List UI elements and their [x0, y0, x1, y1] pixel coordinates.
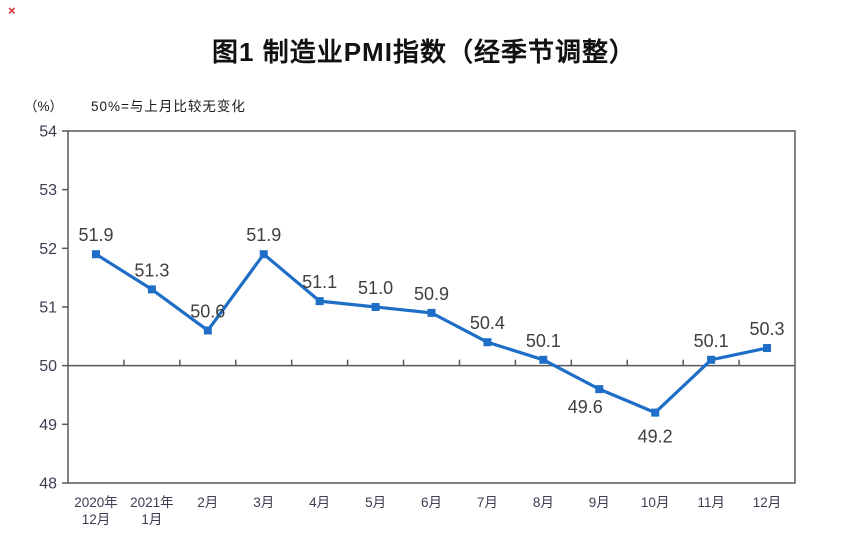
x-tick-label: 8月: [533, 495, 554, 510]
data-label: 50.1: [526, 331, 561, 351]
x-tick-label: 5月: [365, 495, 386, 510]
data-label: 50.3: [750, 319, 785, 339]
data-label: 51.3: [134, 260, 169, 280]
data-point-marker: [651, 408, 660, 417]
x-tick-label: 9月: [589, 495, 610, 510]
data-point-marker: [147, 285, 156, 294]
x-tick-label: 3月: [253, 495, 274, 510]
x-tick-label: 7月: [477, 495, 498, 510]
data-point-marker: [763, 344, 772, 353]
data-label: 49.6: [568, 397, 603, 417]
y-tick-label: 51: [39, 300, 57, 317]
y-axis-unit-label: （%）: [24, 99, 64, 114]
x-tick-label: 2021年 1月: [130, 495, 174, 527]
y-tick-label: 52: [39, 241, 57, 258]
data-point-marker: [427, 308, 436, 317]
chart-title: 图1 制造业PMI指数（经季节调整）: [212, 37, 636, 67]
data-label: 51.9: [78, 225, 113, 245]
data-label: 50.9: [414, 284, 449, 304]
data-point-marker: [91, 250, 100, 259]
y-tick-label: 50: [39, 358, 57, 375]
y-tick-label: 48: [39, 476, 57, 493]
data-point-marker: [259, 250, 268, 259]
data-point-marker: [315, 297, 324, 306]
data-point-marker: [203, 326, 212, 335]
pmi-series-line: [95, 252, 768, 415]
data-label: 49.2: [638, 427, 673, 447]
x-tick-label: 2020年 12月: [74, 495, 118, 527]
data-label: 50.4: [470, 313, 505, 333]
x-tick-label: 11月: [697, 495, 725, 510]
data-point-marker: [707, 355, 716, 364]
data-point-marker: [483, 338, 492, 347]
data-label: 51.0: [358, 278, 393, 298]
broken-image-icon: ×: [8, 3, 16, 18]
x-tick-label: 2月: [197, 495, 218, 510]
data-label: 51.9: [246, 225, 281, 245]
data-label: 50.1: [694, 331, 729, 351]
data-point-marker: [371, 303, 380, 311]
y-tick-label: 53: [39, 182, 57, 199]
x-tick-label: 12月: [753, 495, 782, 510]
x-tick-label: 4月: [309, 495, 330, 510]
data-point-marker: [595, 385, 604, 394]
y-tick-label: 49: [39, 417, 57, 434]
x-tick-label: 10月: [641, 495, 670, 510]
x-tick-label: 6月: [421, 495, 442, 510]
data-point-marker: [539, 355, 548, 364]
reference-line-note: 50%=与上月比较无变化: [91, 99, 246, 114]
y-tick-label: 54: [39, 124, 57, 141]
data-label: 50.6: [190, 301, 225, 321]
data-label: 51.1: [302, 272, 337, 292]
